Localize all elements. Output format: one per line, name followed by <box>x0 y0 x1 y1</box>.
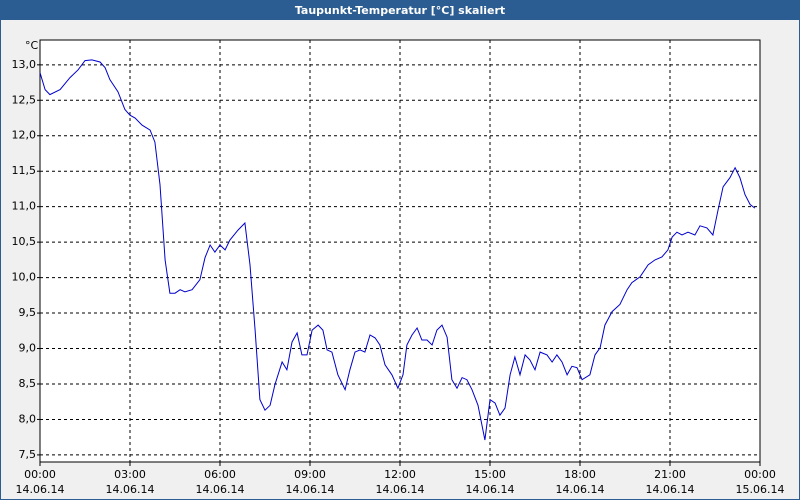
x-tick-date: 14.06.14 <box>646 483 695 496</box>
x-tick-label: 06:00 <box>204 468 236 481</box>
x-tick-date: 14.06.14 <box>106 483 155 496</box>
x-tick-label: 12:00 <box>384 468 416 481</box>
data-line <box>39 59 756 441</box>
y-tick-label: 12,5 <box>12 93 37 106</box>
x-tick-date: 14.06.14 <box>196 483 245 496</box>
x-tick-label: 03:00 <box>114 468 146 481</box>
x-tick-label: 21:00 <box>654 468 686 481</box>
x-tick-label: 18:00 <box>564 468 596 481</box>
y-tick-label: 13,0 <box>12 58 37 71</box>
x-tick-label: 09:00 <box>294 468 326 481</box>
x-tick-label: 15:00 <box>474 468 506 481</box>
x-tick-date: 14.06.14 <box>376 483 425 496</box>
y-tick-label: 10,0 <box>12 271 37 284</box>
y-tick-label: 12,0 <box>12 129 37 142</box>
y-tick-label: 11,5 <box>12 164 37 177</box>
x-tick-label: 00:00 <box>744 468 776 481</box>
chart-title: Taupunkt-Temperatur [°C] skaliert <box>295 4 505 17</box>
y-tick-label: 11,0 <box>12 200 37 213</box>
y-tick-label: 9,5 <box>19 306 37 319</box>
x-tick-label: 00:00 <box>24 468 56 481</box>
y-tick-label: 10,5 <box>12 235 37 248</box>
y-tick-label: 9,0 <box>19 342 37 355</box>
x-tick-date: 14.06.14 <box>16 483 65 496</box>
y-tick-label: 8,0 <box>19 412 37 425</box>
y-tick-label: 8,5 <box>19 377 37 390</box>
title-bar <box>0 0 800 20</box>
x-tick-date: 15.06.14 <box>736 483 785 496</box>
y-tick-label: 7,5 <box>19 448 37 461</box>
y-axis-unit: °C <box>25 39 39 52</box>
x-tick-date: 14.06.14 <box>466 483 515 496</box>
x-tick-date: 14.06.14 <box>286 483 335 496</box>
x-tick-date: 14.06.14 <box>556 483 605 496</box>
